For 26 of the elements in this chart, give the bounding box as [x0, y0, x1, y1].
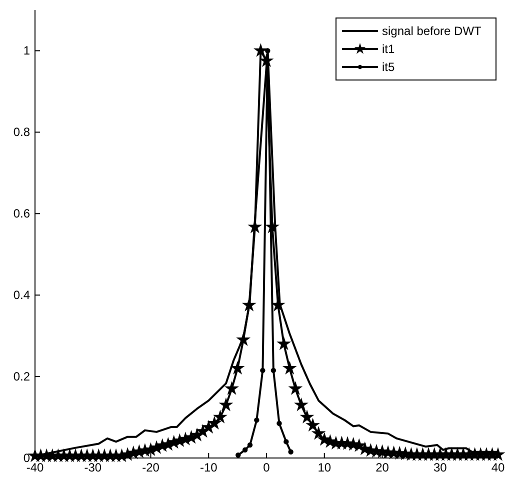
- legend-label: signal before DWT: [382, 24, 482, 38]
- point: [276, 420, 282, 426]
- x-tick-label: 20: [376, 460, 390, 475]
- y-tick-label: 1: [23, 44, 30, 58]
- point: [284, 439, 289, 444]
- x-tick-label: -20: [142, 460, 160, 475]
- y-tick-label: 0: [23, 450, 30, 465]
- x-tick-label: 10: [318, 460, 332, 475]
- y-tick-label: 0.4: [13, 288, 30, 302]
- x-tick-label: -10: [200, 460, 218, 475]
- x-tick-label: 30: [433, 460, 448, 475]
- legend-label: it5: [382, 60, 395, 74]
- point: [242, 447, 248, 452]
- point: [270, 368, 276, 374]
- point: [254, 418, 260, 423]
- point: [260, 368, 266, 374]
- x-tick-label: -30: [84, 460, 102, 475]
- y-tick-label: 0.6: [13, 206, 30, 220]
- x-tick-label: 40: [491, 460, 505, 475]
- point: [236, 452, 241, 458]
- legend-label: it1: [382, 42, 395, 56]
- x-tick-label: 0: [263, 460, 270, 475]
- y-tick-label: 0.2: [13, 369, 30, 384]
- point: [288, 449, 294, 454]
- y-tick-label: 0.8: [13, 125, 30, 140]
- point: [247, 442, 253, 448]
